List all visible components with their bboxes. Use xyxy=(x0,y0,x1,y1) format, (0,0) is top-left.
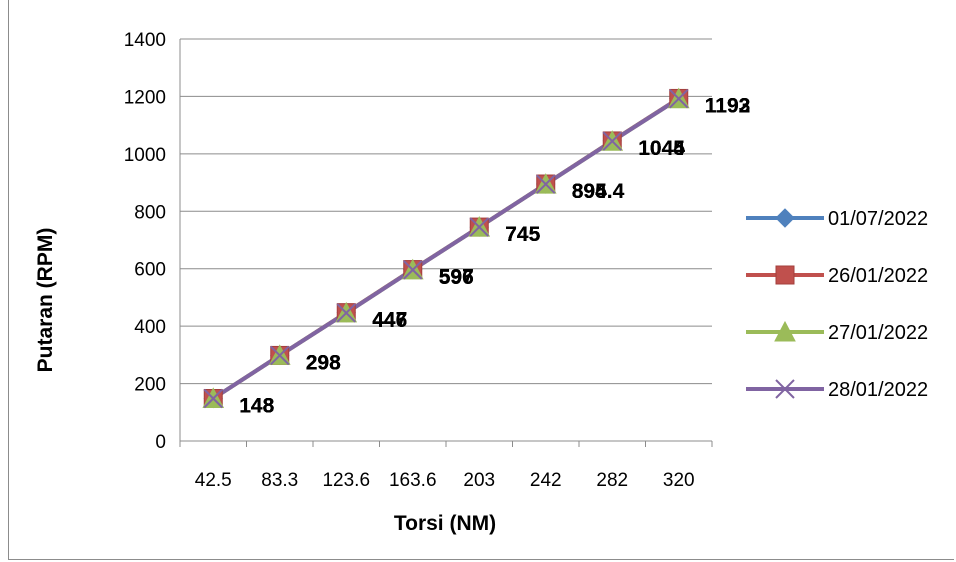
marker-series-4 xyxy=(669,89,689,109)
marker-series-4 xyxy=(469,217,489,237)
marker-series-4 xyxy=(403,260,423,280)
data-label: 447 xyxy=(372,309,407,332)
data-label: 446 xyxy=(372,309,407,332)
y-tick-label: 1000 xyxy=(124,145,166,166)
y-tick-label: 200 xyxy=(134,375,166,396)
legend-marker xyxy=(775,208,795,228)
x-tick-labels: 42.5 83.3 123.6 163.6 203 242 282 320 xyxy=(195,470,695,491)
legend-label: 28/01/2022 xyxy=(828,379,928,401)
x-mark-stroke xyxy=(536,174,556,194)
y-tick-label: 0 xyxy=(155,432,166,453)
data-label: 446 xyxy=(372,309,407,332)
data-label: 447 xyxy=(372,309,407,332)
x-tick-label: 203 xyxy=(463,470,495,491)
legend-item-1: 01/07/2022 xyxy=(746,208,928,230)
legend-label: 26/01/2022 xyxy=(828,265,928,287)
marker-series-4 xyxy=(270,345,290,366)
x-tick-label: 83.3 xyxy=(261,470,298,491)
data-label: 1044 xyxy=(638,137,685,160)
x-mark-stroke xyxy=(403,260,423,280)
data-label: 596 xyxy=(439,266,474,289)
legend-label: 01/07/2022 xyxy=(828,208,928,230)
x-mark-stroke xyxy=(469,217,489,237)
legend-marker xyxy=(774,320,796,342)
data-label: 148 xyxy=(239,395,274,418)
marker-series-4 xyxy=(602,131,622,151)
data-label: 1193 xyxy=(705,94,751,117)
x-axis-title: Torsi (NM) xyxy=(394,512,496,535)
data-label: 148 xyxy=(239,395,274,418)
data-labels: 1482984475977458951045119314829844759774… xyxy=(239,94,750,417)
marker-series-4 xyxy=(536,174,556,194)
data-label: 894.4 xyxy=(572,180,625,203)
data-label: 596 xyxy=(439,266,474,289)
y-tick-label: 800 xyxy=(134,202,166,223)
series-line-4 xyxy=(212,97,680,401)
y-tick-label: 600 xyxy=(134,260,166,281)
chart-frame xyxy=(8,0,954,560)
legend-label: 27/01/2022 xyxy=(828,322,928,344)
x-tick-label: 320 xyxy=(663,470,695,491)
data-label: 745 xyxy=(505,223,540,246)
data-label: 1192 xyxy=(705,95,751,118)
data-label: 1192 xyxy=(705,95,751,118)
legend-item-4: 28/01/2022 xyxy=(746,379,928,401)
series-lines xyxy=(212,96,680,401)
data-label: 894.4 xyxy=(572,180,625,203)
marker-series-4 xyxy=(336,303,356,323)
legend: 01/07/2022 26/01/2022 27/01/2022 28/01/2022 xyxy=(746,208,928,401)
data-label: 298 xyxy=(306,351,341,374)
data-label: 745 xyxy=(505,223,540,246)
legend-marker xyxy=(775,379,795,399)
data-label: 745 xyxy=(505,223,540,246)
legend-item-2: 26/01/2022 xyxy=(746,265,928,287)
x-tick-label: 282 xyxy=(596,470,628,491)
x-mark-stroke xyxy=(336,303,356,323)
data-label: 298 xyxy=(306,351,341,374)
y-tick-labels: 0 200 400 600 800 1000 1200 1400 xyxy=(124,30,166,453)
data-label: 1045 xyxy=(638,137,685,160)
data-label: 597 xyxy=(439,266,474,289)
x-mark-stroke xyxy=(775,379,795,399)
legend-item-3: 27/01/2022 xyxy=(746,320,928,344)
data-label: 895 xyxy=(572,180,607,203)
gridlines xyxy=(179,38,713,447)
x-tick-label: 123.6 xyxy=(322,470,370,491)
x-mark-stroke xyxy=(270,345,290,366)
x-mark-stroke xyxy=(203,388,223,409)
data-label: 1044 xyxy=(638,137,685,160)
series-markers xyxy=(202,87,690,409)
y-tick-label: 400 xyxy=(134,317,166,338)
x-tick-label: 163.6 xyxy=(389,470,437,491)
x-mark-stroke xyxy=(669,89,689,109)
data-label: 1193 xyxy=(705,94,751,117)
data-label: 597 xyxy=(439,266,474,289)
y-axis-title: Putaran (RPM) xyxy=(34,228,57,373)
data-label: 148 xyxy=(239,395,274,418)
marker-series-4 xyxy=(203,388,223,409)
data-label: 745 xyxy=(505,223,540,246)
data-label: 1045 xyxy=(638,137,685,160)
data-label: 298 xyxy=(306,351,341,374)
x-mark-stroke xyxy=(602,131,622,151)
x-tick-label: 242 xyxy=(530,470,562,491)
y-tick-label: 1200 xyxy=(124,87,166,108)
x-tick-label: 42.5 xyxy=(195,470,232,491)
y-tick-label: 1400 xyxy=(124,30,166,51)
legend-marker xyxy=(775,265,795,285)
data-label: 298 xyxy=(306,351,341,374)
data-label: 148 xyxy=(239,395,274,418)
data-label: 895 xyxy=(572,180,607,203)
